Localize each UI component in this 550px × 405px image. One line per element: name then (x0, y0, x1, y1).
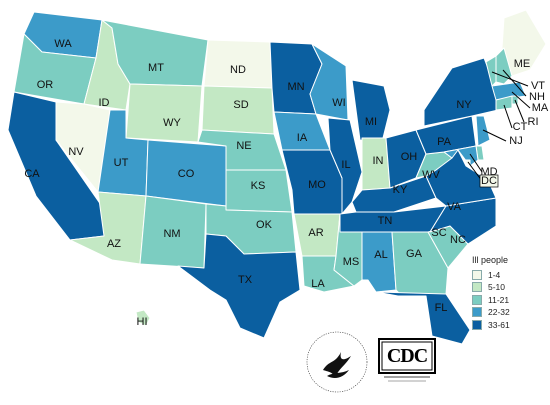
legend-title: Ill people (472, 255, 509, 265)
legend-swatch (472, 282, 482, 292)
leader-line-md (469, 153, 483, 173)
legend-item: 22-32 (472, 307, 544, 318)
leader-line-ct (503, 104, 513, 129)
state-label-fl: FL (435, 302, 448, 314)
state-label-ny: NY (456, 99, 472, 111)
state-label-mn: MN (287, 81, 304, 93)
state-label-il: IL (341, 159, 350, 171)
state-label-sc: SC (431, 227, 446, 239)
legend-item: 33-61 (472, 319, 544, 330)
state-label-nd: ND (230, 64, 246, 76)
state-hi (135, 309, 151, 327)
state-me (501, 9, 547, 77)
cdc-logo-mark (378, 338, 436, 382)
legend-item: 5-10 (472, 282, 544, 293)
dc-label-box (479, 174, 499, 188)
leader-line-ma (511, 91, 531, 109)
state-label-pa: PA (437, 136, 452, 148)
state-label-id: ID (99, 97, 110, 109)
state-label-dc: DC (481, 175, 497, 187)
state-label-ga: GA (406, 248, 423, 260)
state-mi (351, 79, 391, 143)
state-label-ma: MA (532, 102, 549, 114)
legend-item: 11-21 (472, 294, 544, 305)
legend-label: 5-10 (488, 282, 506, 292)
state-label-wv: WV (422, 169, 440, 181)
state-label-ct: CT (513, 121, 528, 133)
state-label-wy: WY (163, 117, 181, 129)
leader-lines (467, 69, 531, 182)
leader-line-ri (514, 99, 525, 123)
state-label-ca: CA (24, 168, 40, 180)
state-label-nh: NH (529, 91, 545, 103)
state-label-sd: SD (233, 99, 248, 111)
state-label-nj: NJ (509, 135, 522, 147)
legend-item: 1-4 (472, 269, 544, 280)
state-label-al: AL (374, 249, 387, 261)
state-label-in: IN (373, 155, 384, 167)
state-label-va: VA (447, 201, 462, 213)
state-label-ks: KS (251, 180, 266, 192)
state-label-tn: TN (378, 215, 393, 227)
legend-swatch (472, 269, 482, 280)
state-label-ri: RI (528, 116, 539, 128)
state-label-la: LA (311, 278, 325, 290)
cdc-logo-text: CDC (386, 344, 428, 367)
cdc-logo (378, 338, 436, 384)
state-label-nv: NV (68, 146, 84, 158)
state-label-mi: MI (365, 116, 377, 128)
legend-label: 1-4 (488, 269, 501, 280)
legend-label: 11-21 (488, 294, 510, 305)
legend-label: 33-61 (488, 319, 510, 330)
state-label-ar: AR (308, 227, 323, 239)
state-label-az: AZ (107, 238, 121, 250)
state-label-ia: IA (297, 132, 308, 144)
state-ak (3, 245, 107, 331)
state-fl (375, 291, 471, 345)
legend-swatch (472, 319, 482, 330)
state-label-md: MD (480, 166, 497, 178)
state-label-tx: TX (238, 274, 253, 286)
state-nj (475, 115, 491, 147)
state-label-oh: OH (401, 151, 418, 163)
state-label-wa: WA (54, 38, 72, 50)
state-label-vt: VT (531, 80, 545, 92)
state-label-wi: WI (332, 97, 345, 109)
state-label-ok: OK (256, 219, 273, 231)
state-wi (309, 43, 349, 121)
state-label-ky: KY (393, 184, 408, 196)
state-labels: WA OR CA ID NV MT WY UT AZ CO NM ND SD NE KS OK TX MN IA MO… (24, 38, 549, 328)
state-al (361, 231, 397, 293)
state-label-or: OR (37, 79, 54, 91)
state-label-nc: NC (450, 234, 466, 246)
legend-swatch (472, 294, 482, 305)
state-ct (495, 95, 513, 111)
state-label-me: ME (514, 58, 531, 70)
state-label-mo: MO (308, 179, 326, 191)
legend: Ill people 1-4 5-10 11-21 22-32 33-61 (472, 255, 544, 332)
state-label-ms: MS (343, 256, 360, 268)
leader-line-vt (491, 71, 529, 87)
state-label-mt: MT (148, 62, 164, 74)
state-label-ne: NE (236, 140, 251, 152)
state-label-co: CO (178, 168, 195, 180)
state-ny (423, 57, 499, 127)
state-tx (177, 233, 301, 339)
leader-line-nj (482, 129, 507, 142)
state-label-hi: HI (137, 316, 148, 328)
state-label-nm: NM (163, 228, 180, 240)
legend-swatch (472, 307, 482, 317)
state-wy (125, 83, 203, 143)
leader-line-nh (502, 69, 527, 97)
state-il (327, 117, 363, 215)
state-label-ut: UT (114, 157, 129, 169)
hhs-eagle-icon (306, 331, 368, 393)
legend-label: 22-32 (488, 307, 510, 317)
states-layer (3, 9, 547, 345)
